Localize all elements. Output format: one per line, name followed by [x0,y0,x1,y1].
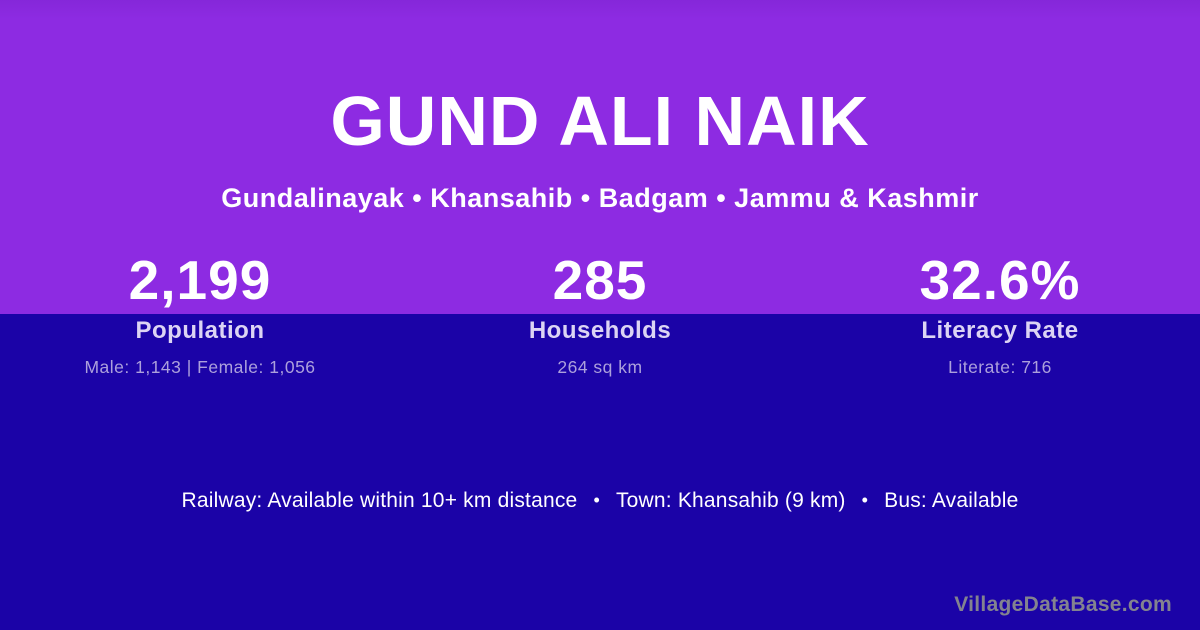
town-info: Town: Khansahib (9 km) [615,489,846,512]
location-breadcrumb: Gundalinayak • Khansahib • Badgam • Jamm… [221,183,979,213]
households-label: Households [528,317,672,344]
transport-info-line: Railway: Available within 10+ km distanc… [0,487,1200,514]
literacy-label: Literacy Rate [921,317,1079,344]
bullet-separator: • [861,490,869,510]
stat-literacy-rate: 32.6% Literacy Rate Literate: 716 [800,250,1200,377]
stat-population: 2,199 Population Male: 1,143 | Female: 1… [0,250,400,377]
village-name-title: GUND ALI NAIK [330,82,870,160]
households-detail: 264 sq km [557,357,643,377]
bullet-separator: • [593,490,600,510]
watermark-site-name: VillageDataBase.com [954,593,1172,616]
literacy-value: 32.6% [919,249,1081,311]
purple-header-background [0,0,1200,314]
population-label: Population [135,317,265,344]
stat-households: 285 Households 264 sq km [400,250,800,377]
literacy-detail: Literate: 716 [948,357,1052,377]
railway-info: Railway: Available within 10+ km distanc… [181,489,578,512]
households-value: 285 [552,249,648,311]
population-detail: Male: 1,143 | Female: 1,056 [84,357,316,377]
bus-info: Bus: Available [884,489,1019,512]
stats-row: 2,199 Population Male: 1,143 | Female: 1… [0,250,1200,377]
population-value: 2,199 [128,249,272,311]
